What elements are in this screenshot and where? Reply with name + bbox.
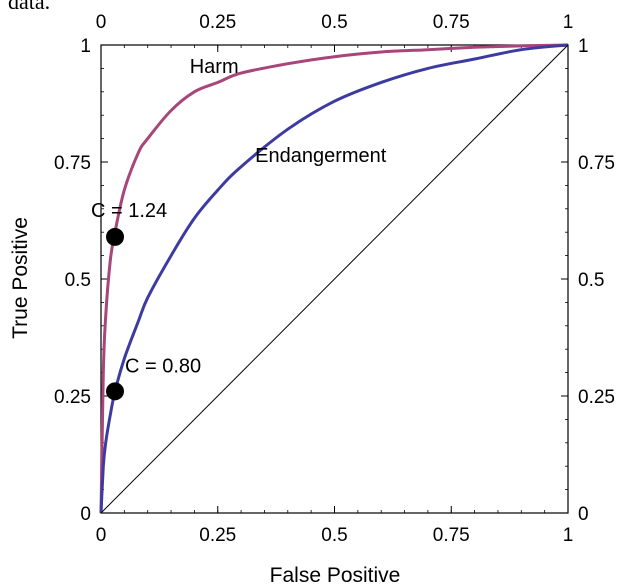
y-tick-label-left: 0.5 (65, 270, 91, 291)
x-tick-label-top: 0 (96, 12, 107, 33)
curve-annotation: Endangerment (255, 145, 387, 167)
tick-marks (100, 44, 569, 514)
x-tick-label-bottom: 0.5 (321, 525, 347, 546)
x-axis-title: False Positive (270, 564, 401, 585)
series-line-endangerment (99, 43, 569, 514)
operating-point-label: C = 1.24 (91, 200, 167, 222)
x-tick-label-bottom: 0 (96, 525, 107, 546)
operating-point-label: C = 0.80 (125, 355, 201, 377)
operating-points: C = 1.24 C = 0.80 (91, 200, 201, 401)
tick-labels: 000 00.250.250.25 0.250.50.50.5 0.50.750.75… (54, 12, 615, 546)
y-tick-label-left: 1 (80, 36, 91, 57)
operating-point-marker (106, 382, 125, 401)
diagonal-line (100, 44, 569, 514)
series-lines (99, 43, 569, 514)
x-tick-label-bottom: 0.25 (199, 525, 236, 546)
y-tick-label-left: 0 (80, 504, 91, 525)
series-line-harm (99, 43, 569, 514)
x-tick-label-bottom: 0.75 (433, 525, 470, 546)
y-tick-label-right: 0.75 (578, 153, 615, 174)
y-axis-title: True Positive (9, 217, 32, 339)
operating-point-marker (106, 227, 125, 246)
y-tick-label-right: 0.5 (578, 270, 604, 291)
y-tick-label-left: 0.25 (54, 387, 91, 408)
y-tick-label-left: 0.75 (54, 153, 91, 174)
annotations: Harm Endangerment (190, 56, 387, 167)
x-tick-label-top: 0.25 (199, 12, 236, 33)
curve-annotation: Harm (190, 56, 239, 78)
header-fragment: data. (8, 0, 51, 14)
y-tick-label-right: 0 (578, 504, 589, 525)
y-tick-label-right: 1 (578, 36, 589, 57)
x-tick-label-top: 1 (563, 12, 574, 33)
x-tick-label-top: 0.75 (433, 12, 470, 33)
x-tick-label-bottom: 1 (563, 525, 574, 546)
x-tick-label-top: 0.5 (321, 12, 347, 33)
y-tick-label-right: 0.25 (578, 387, 615, 408)
